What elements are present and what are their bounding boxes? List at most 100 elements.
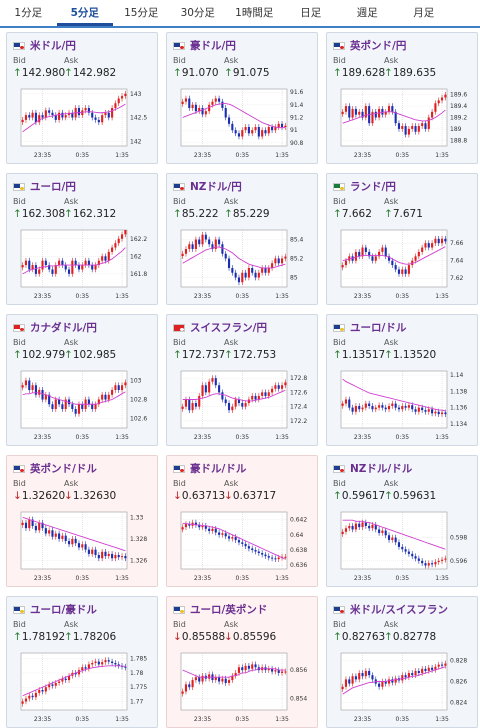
price-chart[interactable]: 23:35 0:35 1:35 162.2 162 161.8 [13, 227, 153, 301]
price-chart[interactable]: 23:35 0:35 1:35 91.6 91.4 91.2 91 90.8 [173, 86, 313, 160]
candle-body [208, 104, 211, 112]
candle-body [431, 667, 434, 670]
moving-average-line [22, 391, 126, 405]
currency-pair-name[interactable]: 米ドル/円 [30, 40, 76, 52]
currency-pair-name[interactable]: NZドル/ドル [350, 463, 413, 475]
candle-body [394, 403, 397, 408]
price-values: ↑0.82763 ↑0.82778 [333, 631, 437, 643]
tab-2[interactable]: 15分足 [124, 7, 159, 19]
tab-5[interactable]: 日足 [300, 7, 322, 19]
currency-card[interactable]: 豪ドル/円 Bid Ask ↑91.070 ↑91.075 23:35 0:35 1:35 91… [166, 32, 318, 164]
candle-body [188, 399, 191, 411]
currency-pair-name[interactable]: 米ドル/スイスフラン [350, 604, 449, 616]
currency-pair-name[interactable]: カナダドル/円 [30, 322, 97, 334]
currency-pair-name[interactable]: スイスフラン/円 [190, 322, 268, 334]
currency-card[interactable]: 米ドル/円 Bid Ask ↑142.980 ↑142.982 23:35 0:35 1:35… [6, 32, 158, 164]
price-chart[interactable]: 23:35 0:35 1:35 85.4 85.2 85 [173, 227, 313, 301]
tab-6[interactable]: 週足 [356, 7, 378, 19]
card-header: ユーロ/ドル [333, 320, 406, 335]
y-tick-label: 0.642 [290, 517, 307, 524]
currency-card[interactable]: スイスフラン/円 Bid Ask ↑172.737 ↑172.753 23:35 0:35 1… [166, 314, 318, 446]
price-chart[interactable]: 23:35 0:35 1:35 7.66 7.64 7.62 [333, 227, 473, 301]
card-header: 英ポンド/円 [333, 38, 406, 53]
currency-pair-name[interactable]: ユーロ/円 [30, 181, 76, 193]
currency-card[interactable]: ユーロ/豪ドル Bid Ask ↑1.78192 ↑1.78206 23:35 0:35 1:… [6, 596, 158, 728]
currency-pair-name[interactable]: NZドル/円 [190, 181, 242, 193]
currency-pair-name[interactable]: 英ポンド/円 [350, 40, 407, 52]
candle-body [261, 130, 264, 137]
price-chart[interactable]: 23:35 0:35 1:35 189.6 189.4 189.2 189 188.8 [333, 86, 473, 160]
ask-value: 0.82778 [392, 631, 437, 643]
candle-body [24, 260, 28, 266]
price-chart[interactable]: 23:35 0:35 1:35 172.8 172.6 172.4 172.2 [173, 368, 313, 442]
candle-body [81, 544, 84, 548]
currency-pair-name[interactable]: 英ポンド/ドル [30, 463, 97, 475]
x-tick-label: 0:35 [236, 152, 250, 159]
candle-body [84, 667, 87, 669]
candle-body [431, 563, 434, 565]
currency-card[interactable]: 米ドル/スイスフラン Bid Ask ↑0.82763 ↑0.82778 23:35 0:3… [326, 596, 478, 728]
candle-body [48, 110, 51, 113]
price-chart[interactable]: 23:35 0:35 1:35 143 142.5 142 [13, 86, 153, 160]
candle-body [364, 106, 367, 118]
candle-body [414, 256, 417, 261]
price-chart[interactable]: 23:35 0:35 1:35 0.598 0.596 [333, 509, 473, 583]
candle-body [257, 127, 260, 137]
currency-card[interactable]: NZドル/円 Bid Ask ↑85.222 ↑85.229 23:35 0:35 1:35 8… [166, 173, 318, 305]
candle-body [244, 272, 247, 278]
price-chart[interactable]: 23:35 0:35 1:35 0.856 0.854 [173, 650, 313, 724]
currency-card[interactable]: ユーロ/ドル Bid Ask ↑1.13517 ↑1.13520 23:35 0:35 1:3… [326, 314, 478, 446]
currency-card[interactable]: 英ポンド/円 Bid Ask ↑189.628 ↑189.635 23:35 0:35 1:3… [326, 32, 478, 164]
ask-value: 91.075 [232, 67, 270, 79]
currency-pair-name[interactable]: 豪ドル/円 [190, 40, 236, 52]
price-labels: Bid Ask [13, 620, 115, 629]
candle-body [421, 668, 424, 674]
currency-pair-name[interactable]: 豪ドル/ドル [190, 463, 247, 475]
tab-3[interactable]: 30分足 [180, 7, 215, 19]
currency-pair-name[interactable]: ランド/円 [350, 181, 396, 193]
currency-card[interactable]: ユーロ/英ポンド Bid Ask ↓0.85588 ↓0.85596 23:35 0:35 1… [166, 596, 318, 728]
candle-body [427, 117, 430, 129]
plot-area [20, 652, 128, 711]
price-chart[interactable]: 23:35 0:35 1:35 103 102.8 102.6 [13, 368, 153, 442]
candlestick-chart: 23:35 0:35 1:35 172.8 172.6 172.4 172.2 [180, 370, 307, 441]
candle-body [434, 238, 437, 244]
candle-body [411, 553, 414, 557]
price-chart[interactable]: 23:35 0:35 1:35 0.828 0.826 0.824 [333, 650, 473, 724]
currency-card[interactable]: ユーロ/円 Bid Ask ↑162.308 ↑162.312 23:35 0:35 1:35… [6, 173, 158, 305]
candle-body [97, 399, 100, 405]
tab-7[interactable]: 月足 [413, 7, 435, 19]
currency-card[interactable]: ランド/円 Bid Ask ↑7.662 ↑7.671 23:35 0:35 1:35 7.66… [326, 173, 478, 305]
candle-body [247, 665, 250, 669]
price-chart[interactable]: 23:35 0:35 1:35 0.642 0.64 0.638 0.636 [173, 509, 313, 583]
price-chart[interactable]: 23:35 0:35 1:35 1.14 1.138 1.136 1.134 [333, 368, 473, 442]
candle-body [38, 690, 41, 693]
y-tick-label: 1.328 [130, 536, 147, 543]
currency-pair-name[interactable]: ユーロ/英ポンド [190, 604, 268, 616]
currency-pair-name[interactable]: ユーロ/ドル [350, 322, 407, 334]
candle-body [97, 661, 100, 665]
candle-body [264, 130, 267, 134]
candle-body [271, 557, 274, 559]
currency-card[interactable]: カナダドル/円 Bid Ask ↑102.979 ↑102.985 23:35 0:35 1:… [6, 314, 158, 446]
price-chart[interactable]: 23:35 0:35 1:35 1.33 1.328 1.326 [13, 509, 153, 583]
currency-card[interactable]: 豪ドル/ドル Bid Ask ↓0.63713 ↓0.63717 23:35 0:35 1:3… [166, 455, 318, 587]
candle-body [374, 524, 377, 530]
x-tick-label: 23:35 [34, 716, 51, 723]
tab-1[interactable]: 5分足 [56, 0, 113, 26]
eu-flag-icon [13, 182, 25, 191]
y-tick-label: 102.8 [130, 397, 147, 404]
ask-value: 162.312 [72, 208, 117, 220]
currency-card[interactable]: 英ポンド/ドル Bid Ask ↓1.32620 ↓1.32630 23:35 0:35 1:… [6, 455, 158, 587]
y-tick-label: 1.14 [450, 372, 464, 379]
currency-pair-name[interactable]: ユーロ/豪ドル [30, 604, 97, 616]
price-chart[interactable]: 23:35 0:35 1:35 1.785 1.78 1.775 1.77 [13, 650, 153, 724]
tab-4[interactable]: 1時間足 [235, 7, 274, 19]
candle-body [361, 111, 364, 118]
currency-card[interactable]: NZドル/ドル Bid Ask ↑0.59617 ↑0.59631 23:35 0:35 1:… [326, 455, 478, 587]
candle-body [198, 395, 201, 407]
candle-body [81, 265, 84, 270]
candle-body [374, 407, 377, 410]
candle-body [74, 409, 77, 414]
tab-0[interactable]: 1分足 [14, 7, 43, 19]
